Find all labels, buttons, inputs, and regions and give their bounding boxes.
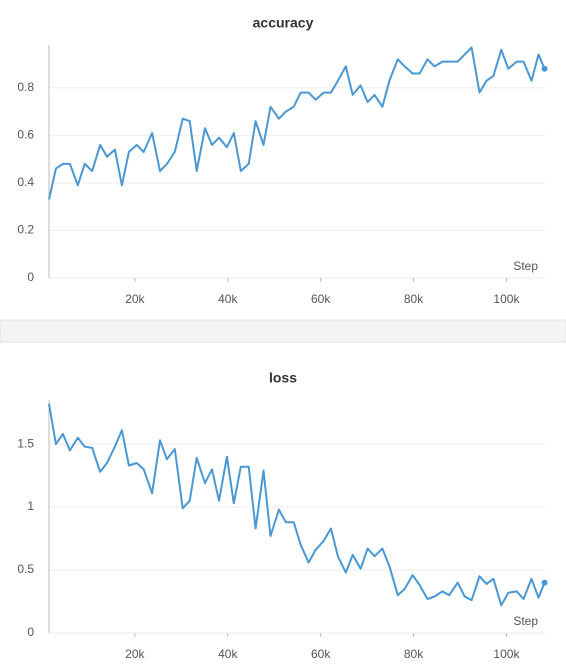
x-tick-label: 100k (493, 647, 520, 661)
y-tick-label: 0.8 (17, 80, 34, 94)
panel-separator (0, 319, 566, 343)
line-series (48, 46, 546, 200)
chart-title: accuracy (253, 15, 314, 31)
line-series (48, 403, 546, 607)
last-point (541, 65, 548, 72)
y-tick-label: 1.5 (17, 436, 34, 450)
x-tick-label: 20k (125, 292, 145, 306)
y-tick-label: 0 (27, 270, 34, 284)
y-tick-label: 0 (27, 625, 34, 639)
x-axis-label: Step (513, 259, 538, 273)
y-tick-label: 0.6 (17, 128, 34, 142)
y-tick-label: 0.4 (17, 175, 34, 189)
y-tick-label: 1 (27, 499, 34, 513)
x-tick-label: 60k (311, 647, 331, 661)
chart-title: loss (269, 370, 297, 386)
x-tick-label: 80k (404, 647, 424, 661)
x-tick-label: 100k (493, 292, 520, 306)
x-tick-label: 20k (125, 647, 145, 661)
y-tick-label: 0.2 (17, 223, 34, 237)
y-tick-label: 0.5 (17, 562, 34, 576)
x-axis-label: Step (513, 614, 538, 628)
last-point (541, 579, 548, 586)
x-tick-label: 40k (218, 647, 238, 661)
x-tick-label: 60k (311, 292, 331, 306)
x-tick-label: 80k (404, 292, 424, 306)
x-tick-label: 40k (218, 292, 238, 306)
